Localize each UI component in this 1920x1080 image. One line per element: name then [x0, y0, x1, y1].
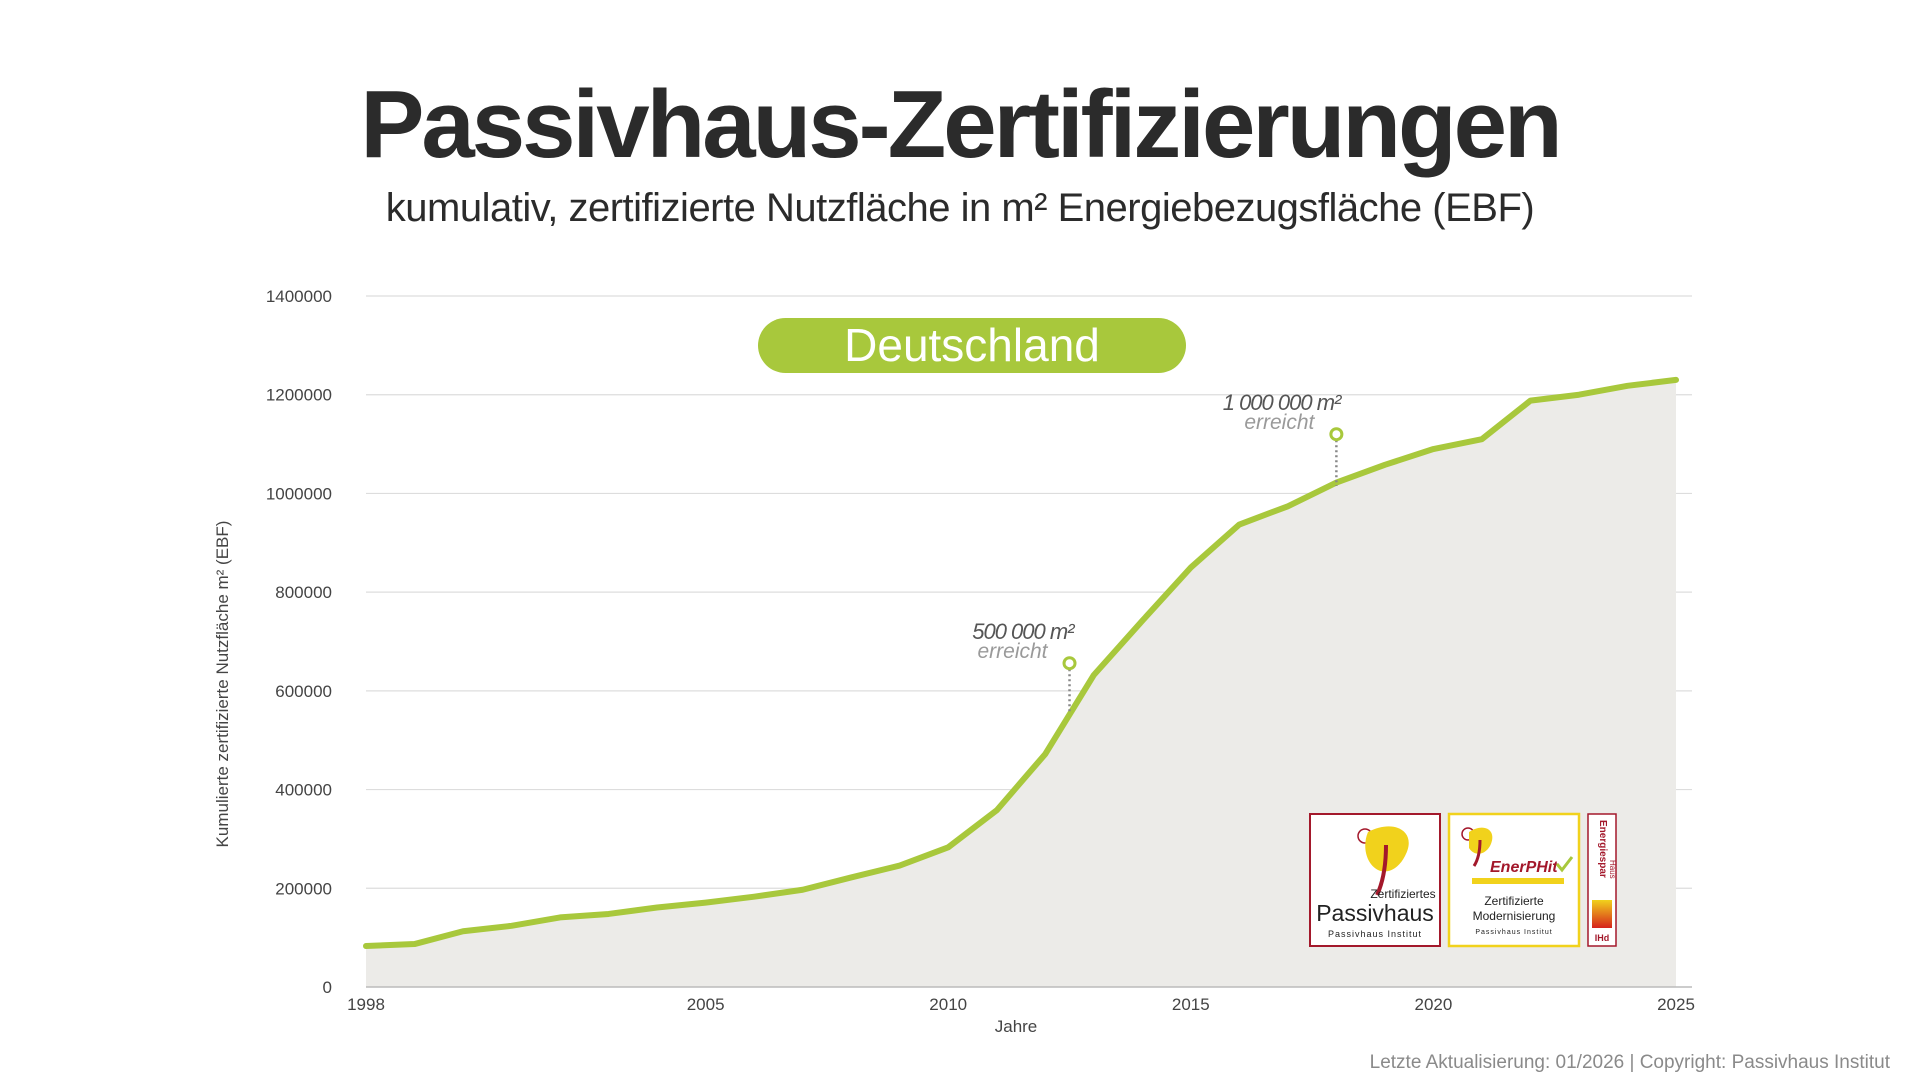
legend-badge-label: Deutschland	[844, 319, 1100, 371]
y-tick-label: 1000000	[266, 484, 332, 503]
y-tick-label: 200000	[275, 879, 332, 898]
legend-badge: Deutschland	[758, 318, 1186, 373]
x-tick-label: 2005	[687, 995, 725, 1014]
passivhaus-logo: Zertifiziertes Passivhaus Passivhaus Ins…	[1309, 813, 1441, 947]
x-tick-label: 1998	[347, 995, 385, 1014]
y-tick-label: 1200000	[266, 386, 332, 405]
annotation-sublabel: erreicht	[1244, 411, 1315, 434]
passivhaus-logo-line2: Passivhaus	[1316, 900, 1434, 926]
enerphit-logo-check-icon	[1555, 856, 1574, 873]
annotation-label: 1 000 000 m²	[1223, 390, 1342, 415]
enerphit-logo-line2: Modernisierung	[1473, 909, 1556, 923]
line-layer	[363, 376, 1679, 950]
passivhaus-logo-line3: Passivhaus Institut	[1328, 929, 1422, 939]
enerphit-logo-stem-icon	[1472, 839, 1482, 867]
legend-badge-bg	[758, 318, 1186, 373]
enerphit-logo: EnerPHit Zertifizierte Modernisierung Pa…	[1447, 812, 1581, 948]
energiespar-logo-gradient	[1592, 900, 1612, 928]
y-tick-label: 0	[323, 978, 332, 997]
footer-copyright: Letzte Aktualisierung: 01/2026 | Copyrig…	[1369, 1052, 1890, 1073]
axis-layer: 0 200000 400000 600000 800000 1000000 1200000 1…	[266, 287, 1695, 1014]
enerphit-logo-line1: Zertifizierte	[1484, 894, 1544, 908]
y-axis-title: Kumulierte zertifizierte Nutzfläche m² (…	[213, 521, 232, 848]
annotation-marker	[1329, 427, 1344, 442]
energiespar-logo: Energiespar Haus IHd	[1587, 813, 1617, 947]
annotation-marker	[1062, 656, 1077, 671]
y-tick-label: 600000	[275, 682, 332, 701]
annotation-sublabel: erreicht	[977, 640, 1048, 663]
enerphit-logo-brand: EnerPHit	[1490, 859, 1558, 876]
x-tick-label: 2020	[1414, 995, 1452, 1014]
x-tick-label: 2015	[1172, 995, 1210, 1014]
energiespar-logo-line1: Energiespar	[1597, 820, 1608, 878]
enerphit-logo-bar	[1472, 878, 1564, 884]
page-title: Passivhaus-Zertifizierungen	[360, 71, 1562, 178]
annotation-label: 500 000 m²	[972, 619, 1075, 644]
passivhaus-logo-stem-icon	[1375, 844, 1388, 896]
enerphit-logo-line3: Passivhaus Institut	[1475, 929, 1552, 936]
x-tick-label: 2025	[1657, 995, 1695, 1014]
series-line	[363, 376, 1679, 950]
passivhaus-logo-line1: Zertifiziertes	[1370, 887, 1435, 901]
page-subtitle: kumulativ, zertifizierte Nutzfläche in m…	[385, 186, 1535, 230]
x-axis-title: Jahre	[995, 1017, 1038, 1036]
y-tick-label: 1400000	[266, 287, 332, 306]
energiespar-logo-line2: Haus	[1608, 860, 1617, 879]
y-tick-label: 400000	[275, 781, 332, 800]
energiespar-logo-line3: IHd	[1595, 933, 1610, 943]
y-tick-label: 800000	[275, 583, 332, 602]
x-tick-label: 2010	[929, 995, 967, 1014]
